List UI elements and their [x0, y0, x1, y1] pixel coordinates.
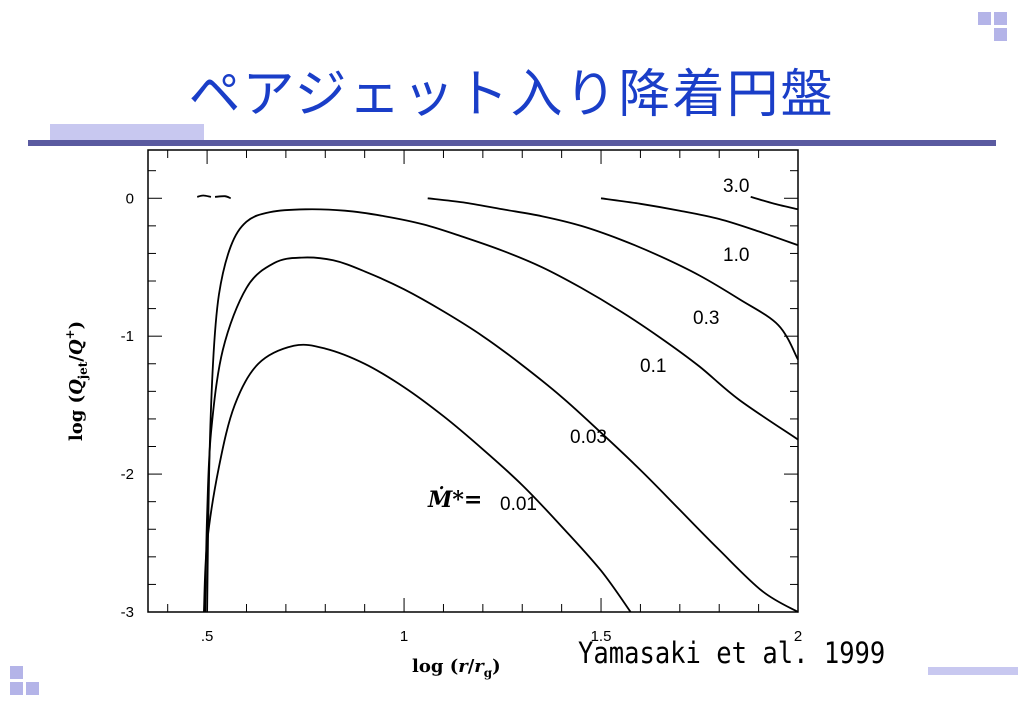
- series-line-fragment-7: [214, 195, 232, 200]
- series-line-0.1: [206, 208, 799, 613]
- x-tick-label: 2: [794, 628, 802, 645]
- title-underline-rule: [28, 140, 996, 146]
- x-tick-label: 1: [400, 628, 408, 645]
- y-tick-label: -1: [121, 328, 134, 345]
- citation: Yamasaki et al. 1999: [578, 636, 886, 670]
- series-label-0.3: 0.3: [693, 308, 719, 329]
- y-tick-label: -2: [121, 466, 134, 483]
- y-tick-label: -3: [121, 604, 134, 621]
- series-label-1.0: 1.0: [723, 245, 749, 266]
- corner-squares-top-right: [978, 12, 1008, 42]
- svg-text:log (r/rg): log (r/rg): [412, 656, 501, 680]
- series-label-3.0: 3.0: [723, 176, 749, 197]
- slide-title: ペアジェット入り降着円盤: [188, 65, 835, 125]
- curves: [196, 194, 799, 613]
- bottom-accent-bar: [928, 667, 1018, 675]
- y-axis-label: log (Qjet/Q+): [63, 321, 90, 441]
- title-accent-bar: [50, 124, 204, 140]
- mdot-label: Ṁ*=: [427, 486, 482, 513]
- plot-frame: [147, 149, 799, 613]
- minor-ticks: [148, 150, 799, 613]
- x-tick-label: .5: [201, 628, 214, 645]
- y-tick-label: 0: [126, 190, 134, 207]
- series-label-0.01: 0.01: [500, 494, 537, 515]
- x-tick-label: 1.5: [591, 628, 612, 645]
- series-line-3.0: [750, 196, 799, 211]
- series-label-0.03: 0.03: [570, 427, 607, 448]
- tick-labels: .5 1 1.5 2 0 -1 -2 -3: [121, 190, 803, 645]
- series-line-1.0: [600, 197, 799, 247]
- svg-text:log (Qjet/Q+): log (Qjet/Q+): [63, 321, 90, 441]
- series-line-0.01: [203, 343, 632, 613]
- series-line-0.3: [427, 197, 799, 361]
- x-axis-label: log (r/rg): [412, 656, 501, 680]
- series-line-fragment-6: [196, 194, 212, 198]
- corner-squares-bottom-left: [10, 666, 40, 696]
- series-label-0.1: 0.1: [640, 356, 666, 377]
- series-line-0.03: [204, 256, 799, 613]
